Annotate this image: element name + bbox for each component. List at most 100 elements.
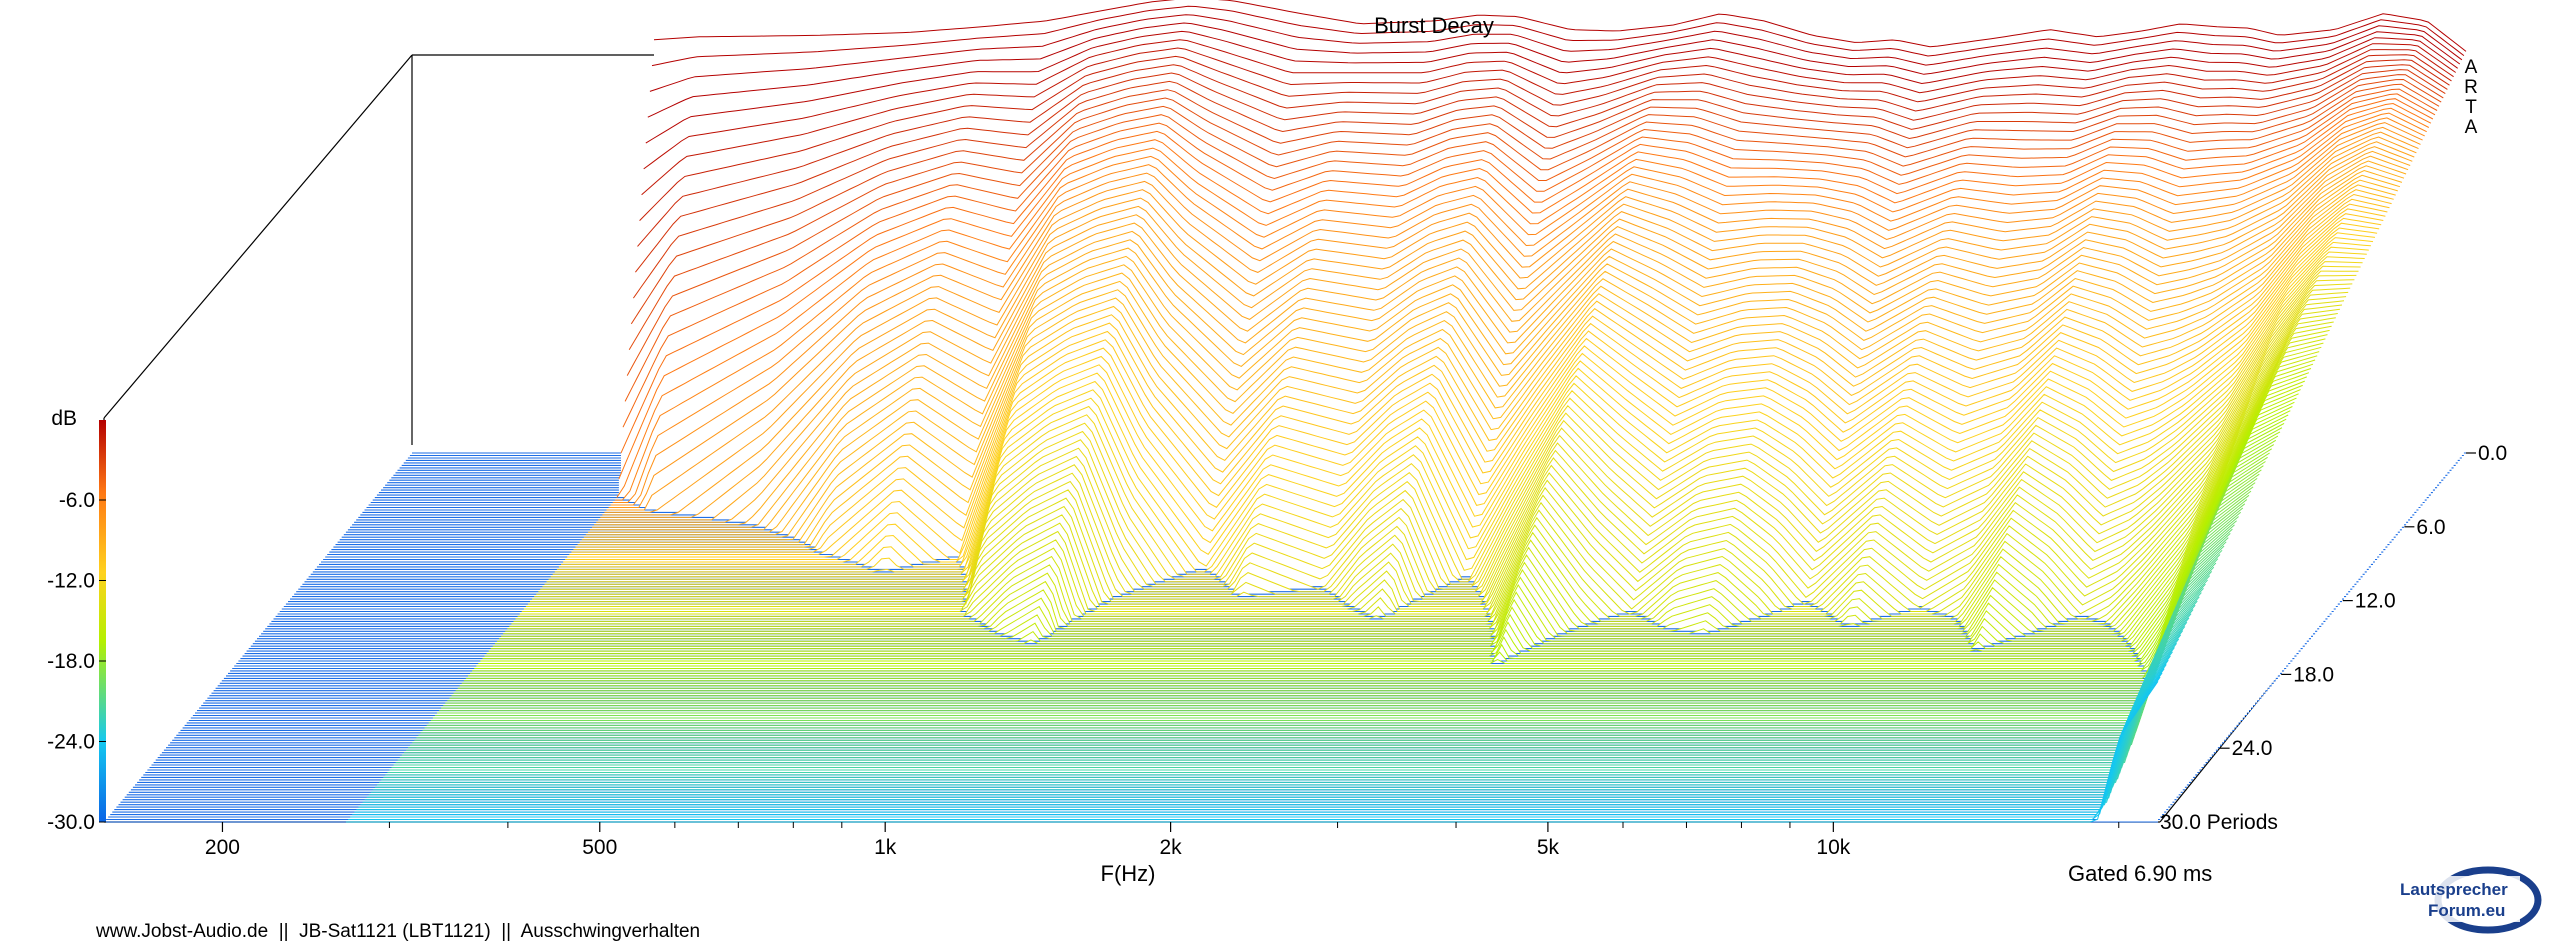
decay-slice [641,47,2454,196]
decay-slice [592,165,2405,528]
decay-slice [647,22,2461,118]
decay-slice [620,98,2434,454]
decay-slice [608,126,2421,508]
decay-slice [478,410,2291,664]
watermark-letter: T [2465,97,2477,118]
decay-slice [554,251,2367,573]
colorbar-tick-label: -12.0 [47,570,95,593]
decay-slice [558,241,2371,568]
decay-slice [651,5,2465,67]
decay-slice [501,363,2314,637]
decay-slice [563,232,2376,563]
lautsprecher-forum-logo: Lautsprecher Forum.eu [2396,866,2542,934]
decay-slice [542,279,2355,588]
decay-slice [630,74,2444,325]
decay-slice [445,477,2258,704]
decay-slice [507,351,2320,630]
z-tick-label-last: 30.0 Periods [2160,811,2278,834]
decay-slice [567,222,2380,558]
decay-slice [414,541,2227,741]
x-tick-label: 2k [1160,836,1183,859]
logo-line-1: Lautsprecher [2400,880,2508,899]
colorbar-label: dB [51,407,77,430]
decay-slice [348,676,2161,820]
decay-slice [393,583,2206,766]
decay-slice [389,592,2202,771]
decay-slice [465,435,2279,679]
decay-slice [370,630,2184,793]
decay-slice [645,30,2458,144]
decay-slice [364,642,2177,801]
decay-slice [579,193,2392,543]
decay-slice [624,88,2438,402]
decay-slice [383,604,2196,778]
decay-slice [486,393,2299,655]
decay-slice [362,647,2175,803]
decay-slice [346,681,2159,823]
decay-slice [517,329,2330,617]
decay-slice [381,609,2194,781]
decay-slice [499,368,2312,640]
z-tick-label: 12.0 [2355,590,2396,613]
decay-slice [575,203,2388,548]
watermark-letter: A [2465,57,2478,78]
decay-slice [482,401,2295,660]
decay-slice [590,169,2403,531]
decay-slice [447,473,2260,702]
decay-slice [635,64,2448,273]
decay-slice [610,122,2423,506]
decay-slice [391,587,2204,768]
decay-slice [587,174,2401,533]
decay-slice [637,59,2450,247]
decay-slice [350,672,2163,818]
decay-slice [496,372,2310,642]
colorbar-tick-label: -30.0 [47,811,95,834]
decay-slice [453,461,2266,694]
decay-slice [513,338,2326,622]
frame-depth-left-edge [103,54,413,419]
decay-slice [556,246,2369,570]
decay-slice [596,155,2409,523]
chart-title: Burst Decay [1374,13,1494,38]
decay-slice [509,346,2322,627]
z-axis-ticks: 0.0 6.0 12.0 18.0 24.0 30.0 Periods [2160,442,2507,834]
decay-slice [368,634,2182,796]
decay-slice [432,503,2246,719]
waterfall-slices [346,0,2467,823]
decay-slice [397,575,2211,761]
decay-slice [459,448,2272,687]
colorbar-strip [99,420,106,822]
decay-slice [583,184,2396,538]
decay-slice [604,136,2417,513]
decay-slice [600,146,2413,518]
decay-slice [422,524,2235,731]
decay-slice [375,621,2188,788]
decay-slice [412,545,2225,744]
decay-slice [525,313,2338,607]
decay-slice [503,359,2316,635]
decay-slice [488,389,2301,652]
x-tick-label: 10k [1816,836,1850,859]
decay-slice [428,511,2242,724]
decay-slice [461,444,2275,684]
decay-slice [511,342,2324,625]
decay-slice [653,0,2467,52]
decay-slice [536,291,2349,595]
decay-slice [581,189,2394,541]
decay-slice [540,283,2353,590]
decay-slice [416,537,2229,739]
decay-slice [356,659,2169,811]
decay-slice [561,237,2374,565]
decay-slice [437,494,2250,714]
decay-slice [598,150,2411,521]
decay-slice [521,321,2334,612]
watermark-letter: R [2464,77,2478,98]
decay-slice [401,566,2215,756]
decay-slice [463,439,2277,682]
decay-slice [468,431,2281,677]
decay-slice [552,256,2365,575]
decay-slice [360,651,2173,806]
x-axis-ticks: 200 500 1k 2k 5k 10k [205,822,2120,859]
